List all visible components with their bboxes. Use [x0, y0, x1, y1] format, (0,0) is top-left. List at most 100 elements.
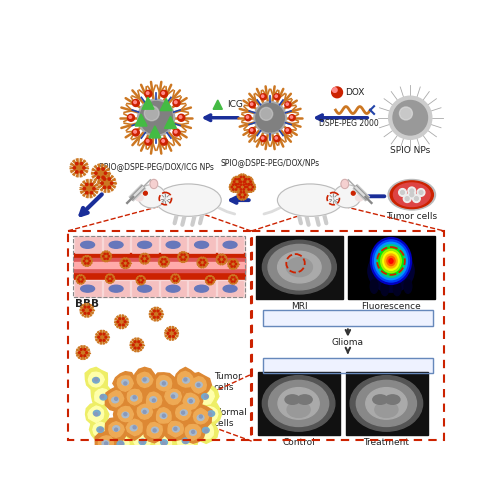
Circle shape — [203, 264, 204, 266]
Circle shape — [199, 262, 200, 263]
Circle shape — [80, 162, 83, 165]
Polygon shape — [161, 384, 184, 407]
Polygon shape — [118, 406, 134, 422]
Ellipse shape — [100, 394, 107, 400]
Polygon shape — [190, 376, 206, 393]
Circle shape — [404, 194, 411, 202]
Bar — [76, 281, 100, 296]
Polygon shape — [88, 406, 104, 422]
Polygon shape — [135, 114, 147, 126]
Circle shape — [117, 321, 119, 322]
Circle shape — [84, 258, 86, 259]
Ellipse shape — [368, 250, 414, 292]
Circle shape — [134, 341, 136, 342]
Circle shape — [82, 279, 84, 280]
Ellipse shape — [130, 425, 137, 431]
Circle shape — [73, 166, 76, 169]
Circle shape — [105, 336, 107, 338]
Circle shape — [210, 282, 212, 283]
Circle shape — [251, 184, 252, 186]
Circle shape — [101, 182, 103, 184]
Circle shape — [332, 87, 342, 98]
Circle shape — [244, 186, 246, 188]
Circle shape — [74, 164, 84, 172]
Circle shape — [139, 282, 140, 283]
Circle shape — [174, 276, 175, 277]
Circle shape — [138, 347, 140, 349]
Text: Control: Control — [282, 438, 315, 447]
Circle shape — [157, 310, 159, 312]
Circle shape — [230, 279, 232, 280]
Polygon shape — [149, 126, 161, 138]
Circle shape — [133, 396, 136, 398]
Bar — [190, 237, 214, 252]
Polygon shape — [165, 390, 182, 404]
Circle shape — [90, 183, 93, 186]
Circle shape — [90, 192, 93, 194]
Circle shape — [169, 336, 170, 338]
Circle shape — [96, 169, 105, 177]
Circle shape — [162, 92, 164, 94]
Ellipse shape — [382, 242, 400, 258]
Bar — [74, 254, 244, 280]
Polygon shape — [130, 430, 153, 454]
Circle shape — [110, 280, 112, 281]
Polygon shape — [94, 388, 110, 404]
Ellipse shape — [381, 250, 401, 272]
Circle shape — [200, 260, 202, 261]
Circle shape — [138, 341, 140, 342]
Circle shape — [388, 96, 432, 140]
Circle shape — [240, 189, 242, 190]
Circle shape — [235, 178, 236, 180]
Circle shape — [132, 100, 140, 106]
Text: ICG: ICG — [227, 100, 243, 109]
Polygon shape — [151, 432, 175, 454]
Polygon shape — [114, 435, 129, 452]
Circle shape — [200, 264, 202, 266]
Polygon shape — [93, 422, 108, 438]
Circle shape — [140, 344, 141, 346]
Ellipse shape — [196, 382, 202, 388]
Ellipse shape — [394, 282, 401, 296]
Circle shape — [134, 130, 136, 133]
Circle shape — [182, 411, 184, 414]
Ellipse shape — [92, 378, 100, 383]
Circle shape — [172, 278, 174, 280]
Circle shape — [180, 254, 186, 260]
Circle shape — [172, 330, 174, 331]
Circle shape — [234, 281, 235, 282]
Bar — [218, 281, 243, 296]
Ellipse shape — [383, 252, 399, 270]
Circle shape — [102, 256, 104, 257]
Circle shape — [104, 442, 108, 445]
Circle shape — [84, 306, 86, 308]
Ellipse shape — [389, 258, 393, 264]
Circle shape — [204, 262, 206, 263]
Circle shape — [108, 186, 110, 188]
Polygon shape — [106, 387, 128, 411]
Text: MRI: MRI — [291, 302, 308, 311]
Circle shape — [246, 184, 247, 185]
Circle shape — [146, 258, 148, 260]
Circle shape — [162, 140, 164, 142]
Circle shape — [94, 378, 98, 381]
Circle shape — [237, 186, 238, 188]
Text: Treatment: Treatment — [364, 438, 410, 447]
Circle shape — [122, 262, 123, 264]
Circle shape — [84, 348, 86, 350]
Circle shape — [174, 130, 177, 133]
Polygon shape — [152, 373, 176, 395]
Circle shape — [207, 280, 208, 281]
Circle shape — [104, 178, 106, 180]
Circle shape — [244, 178, 246, 180]
Circle shape — [185, 256, 186, 258]
Circle shape — [208, 278, 212, 282]
Circle shape — [400, 190, 404, 194]
Circle shape — [107, 258, 108, 260]
Circle shape — [104, 258, 106, 260]
Circle shape — [153, 429, 156, 432]
Polygon shape — [113, 372, 137, 396]
Ellipse shape — [142, 408, 148, 414]
Circle shape — [93, 188, 95, 190]
Circle shape — [235, 184, 236, 185]
